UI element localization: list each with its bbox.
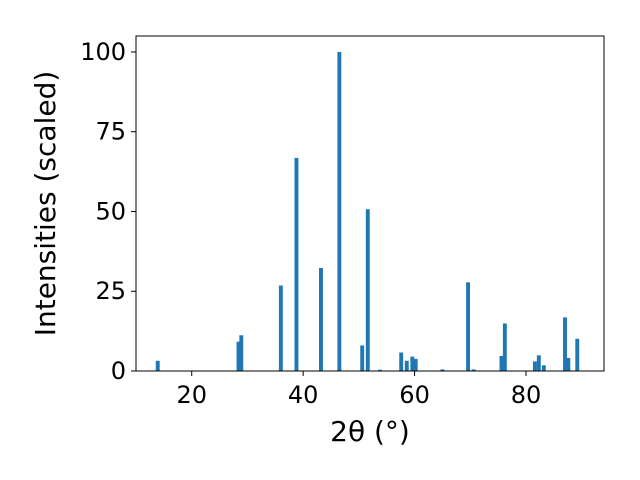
bar — [541, 365, 546, 371]
bar — [566, 357, 571, 371]
bar — [239, 335, 244, 371]
bar — [155, 360, 160, 371]
bar — [466, 282, 471, 371]
y-tick-label: 100 — [80, 38, 126, 66]
x-axis-label: 2θ (°) — [330, 415, 410, 448]
bar — [360, 345, 365, 371]
bar — [337, 51, 342, 371]
y-tick-label: 25 — [95, 277, 126, 305]
y-tick-label: 0 — [111, 357, 126, 385]
bar — [502, 323, 507, 371]
y-tick-label: 50 — [95, 197, 126, 225]
x-axis-ticks: 20 40 60 80 — [176, 371, 541, 409]
bar — [294, 157, 299, 371]
bar — [236, 341, 241, 371]
bar — [410, 356, 415, 371]
bar — [499, 356, 504, 371]
bar — [278, 285, 283, 371]
bar-series — [155, 51, 580, 371]
bar — [532, 361, 537, 371]
bar — [404, 360, 409, 371]
bar — [378, 369, 382, 371]
bar — [536, 355, 541, 371]
bar — [413, 358, 418, 371]
x-tick-label: 80 — [511, 381, 542, 409]
bar — [399, 352, 404, 371]
bar — [440, 369, 445, 371]
x-tick-label: 40 — [288, 381, 319, 409]
x-tick-label: 60 — [399, 381, 430, 409]
y-axis-label: Intensities (scaled) — [29, 71, 62, 337]
bar — [365, 209, 370, 371]
bar — [563, 317, 567, 371]
bar — [575, 338, 580, 371]
x-tick-label: 20 — [176, 381, 207, 409]
bar — [471, 369, 476, 371]
plot-frame — [135, 35, 605, 372]
y-tick-label: 75 — [95, 118, 126, 146]
y-axis-ticks: 0 25 50 75 100 — [80, 38, 136, 385]
bar — [319, 267, 323, 371]
